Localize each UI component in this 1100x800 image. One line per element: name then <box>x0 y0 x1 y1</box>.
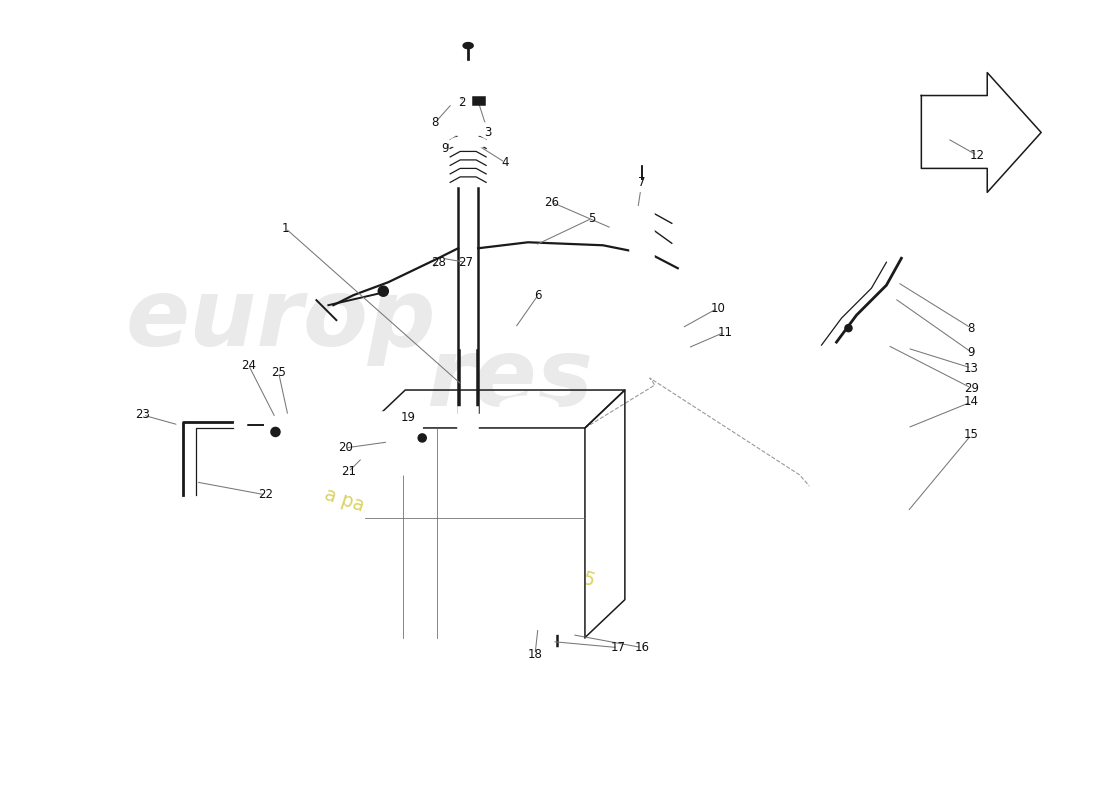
Ellipse shape <box>822 362 881 381</box>
Text: 27: 27 <box>458 256 473 269</box>
Text: 3: 3 <box>484 126 492 139</box>
Ellipse shape <box>548 625 566 634</box>
Ellipse shape <box>803 498 901 530</box>
Ellipse shape <box>463 42 473 49</box>
Text: 25: 25 <box>271 366 286 378</box>
Text: 13: 13 <box>964 362 979 374</box>
Ellipse shape <box>634 149 650 157</box>
Bar <box>547 647 567 658</box>
Text: 23: 23 <box>135 409 150 422</box>
Ellipse shape <box>271 427 281 437</box>
Ellipse shape <box>594 343 675 369</box>
Bar <box>459 407 478 435</box>
Text: 5: 5 <box>588 212 595 225</box>
Text: 8: 8 <box>968 322 975 334</box>
Text: 8: 8 <box>431 116 439 129</box>
Text: 10: 10 <box>711 302 725 314</box>
Text: 4: 4 <box>502 156 509 169</box>
Text: 15: 15 <box>964 429 979 442</box>
Ellipse shape <box>807 334 895 362</box>
Text: europ: europ <box>125 274 436 366</box>
Ellipse shape <box>603 326 668 346</box>
Ellipse shape <box>234 414 246 436</box>
Ellipse shape <box>845 325 853 332</box>
Text: res: res <box>427 334 594 426</box>
Ellipse shape <box>500 396 558 414</box>
Ellipse shape <box>280 458 350 480</box>
Bar <box>810 366 893 492</box>
Text: 9: 9 <box>968 346 975 358</box>
Ellipse shape <box>403 422 422 432</box>
Text: 21: 21 <box>341 466 356 478</box>
Text: 22: 22 <box>258 488 273 502</box>
Bar <box>447 69 491 90</box>
Bar <box>280 421 350 469</box>
Text: 28: 28 <box>431 256 446 269</box>
Ellipse shape <box>820 425 884 443</box>
Text: 12: 12 <box>970 149 985 162</box>
Ellipse shape <box>630 183 653 191</box>
Text: 29: 29 <box>964 382 979 394</box>
Text: 19: 19 <box>400 411 416 425</box>
Ellipse shape <box>354 460 410 478</box>
Text: 18: 18 <box>528 648 542 661</box>
Bar <box>354 421 410 469</box>
Text: 14: 14 <box>964 395 979 409</box>
Ellipse shape <box>447 83 491 98</box>
Bar <box>403 427 422 463</box>
Ellipse shape <box>403 458 422 468</box>
Text: 9: 9 <box>441 142 449 155</box>
Bar <box>634 153 650 161</box>
Ellipse shape <box>594 330 675 356</box>
Ellipse shape <box>594 315 675 341</box>
Ellipse shape <box>447 62 491 75</box>
Ellipse shape <box>508 398 550 412</box>
Ellipse shape <box>275 418 290 432</box>
Ellipse shape <box>803 514 901 546</box>
Ellipse shape <box>444 121 492 136</box>
Ellipse shape <box>810 478 893 506</box>
Ellipse shape <box>630 259 653 267</box>
Bar <box>473 97 485 105</box>
Ellipse shape <box>813 502 890 526</box>
Ellipse shape <box>418 434 426 442</box>
Ellipse shape <box>820 369 884 387</box>
Ellipse shape <box>354 412 410 430</box>
Text: a passion for parts since 1985: a passion for parts since 1985 <box>322 485 597 590</box>
Ellipse shape <box>449 137 487 149</box>
Bar <box>365 428 585 638</box>
Text: 2: 2 <box>459 96 466 109</box>
Text: 16: 16 <box>635 641 649 654</box>
Ellipse shape <box>451 86 485 95</box>
Ellipse shape <box>810 353 893 379</box>
Text: 26: 26 <box>544 196 560 209</box>
Ellipse shape <box>795 330 907 366</box>
Text: 11: 11 <box>717 326 733 338</box>
Ellipse shape <box>813 518 890 542</box>
Ellipse shape <box>820 397 884 415</box>
Text: 1: 1 <box>282 222 289 234</box>
Text: 24: 24 <box>241 358 256 371</box>
Ellipse shape <box>820 453 884 471</box>
Text: 7: 7 <box>638 176 646 189</box>
Text: 17: 17 <box>610 641 626 654</box>
Ellipse shape <box>634 157 650 165</box>
Text: 20: 20 <box>338 442 353 454</box>
Ellipse shape <box>280 410 350 432</box>
Bar <box>630 187 653 263</box>
Ellipse shape <box>378 286 388 296</box>
Bar <box>803 514 901 530</box>
Text: 6: 6 <box>535 289 542 302</box>
Ellipse shape <box>287 413 297 423</box>
